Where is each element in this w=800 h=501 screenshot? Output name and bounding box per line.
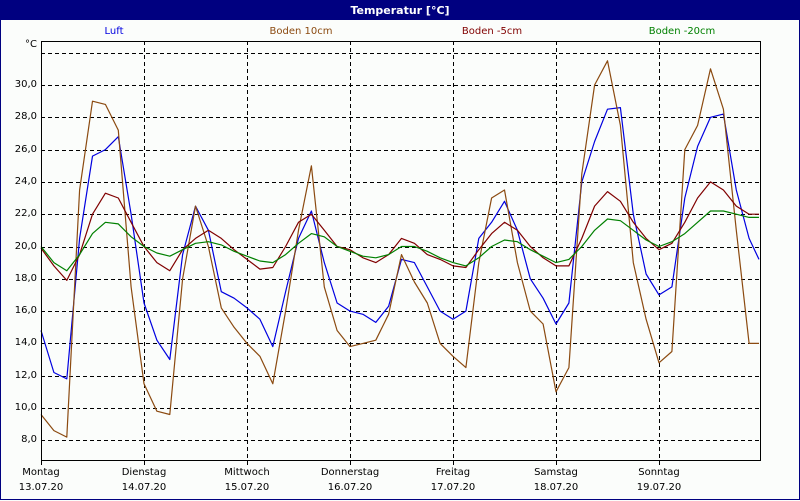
y-tick-label: 20,0 xyxy=(14,240,37,252)
y-tick-label: 16,0 xyxy=(14,305,37,317)
series-line-luft xyxy=(40,106,760,380)
series-line-boden-10cm xyxy=(40,60,759,438)
y-tick-label: 14,0 xyxy=(14,337,37,349)
x-tick-date: 17.07.20 xyxy=(430,482,476,493)
x-tick-day: Samstag xyxy=(534,467,578,478)
y-tick-label: 24,0 xyxy=(14,175,37,187)
legend-boden-minus-5cm: Boden -5cm xyxy=(461,26,523,37)
y-tick-label: 12,0 xyxy=(14,369,37,381)
y-tick-label: 18,0 xyxy=(14,272,37,284)
x-tick-day: Sonntag xyxy=(638,467,680,478)
x-tick-date: 15.07.20 xyxy=(224,482,270,493)
window-title: Temperatur [°C] xyxy=(1,1,799,20)
x-tick-date: 14.07.20 xyxy=(121,482,167,493)
y-tick-label: 8,0 xyxy=(21,434,37,446)
series-line-boden-20cm xyxy=(40,210,759,272)
legend-boden-10cm: Boden 10cm xyxy=(269,26,333,37)
y-axis-unit: °C xyxy=(25,39,37,50)
x-tick-day: Montag xyxy=(22,467,60,478)
x-tick-day: Mittwoch xyxy=(224,467,270,478)
x-tick-day: Donnerstag xyxy=(320,467,380,478)
legend-boden-minus-20cm: Boden -20cm xyxy=(648,26,716,37)
y-tick-label: 22,0 xyxy=(14,208,37,220)
y-tick-label: 30,0 xyxy=(14,79,37,90)
y-tick-label: 10,0 xyxy=(14,402,37,413)
x-tick-date: 19.07.20 xyxy=(636,482,682,493)
legend-luft: Luft xyxy=(104,26,124,37)
x-tick-date: 13.07.20 xyxy=(18,482,64,493)
x-tick-day: Dienstag xyxy=(121,467,167,478)
x-tick-date: 16.07.20 xyxy=(327,482,373,493)
data-lines xyxy=(40,60,760,438)
y-tick-label: 26,0 xyxy=(14,143,37,155)
x-tick-day: Freitag xyxy=(435,467,471,478)
y-tick-label: 28,0 xyxy=(14,111,37,123)
x-tick-date: 18.07.20 xyxy=(533,482,579,493)
series-line-boden-5cm xyxy=(40,181,759,281)
plot-frame xyxy=(41,41,761,461)
